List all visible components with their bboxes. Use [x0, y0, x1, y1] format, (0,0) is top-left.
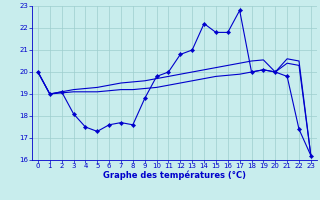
- X-axis label: Graphe des températures (°C): Graphe des températures (°C): [103, 171, 246, 180]
